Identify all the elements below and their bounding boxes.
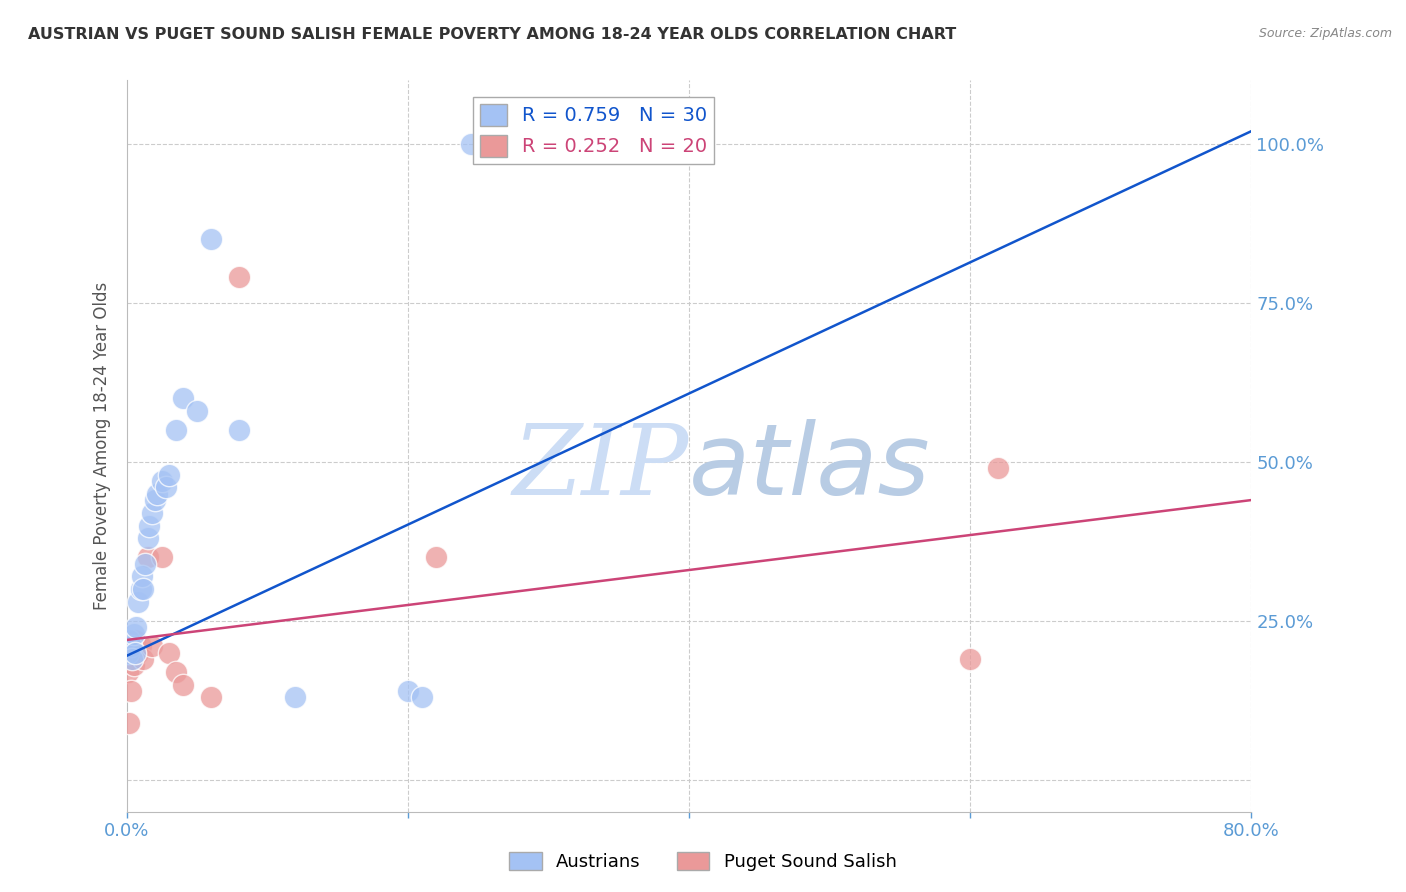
Point: [120, 684, 142, 698]
Text: AUSTRIAN VS PUGET SOUND SALISH FEMALE POVERTY AMONG 18-24 YEAR OLDS CORRELATION : AUSTRIAN VS PUGET SOUND SALISH FEMALE PO…: [28, 27, 956, 42]
Point: [136, 531, 159, 545]
Point: [118, 715, 141, 730]
Point: [157, 646, 180, 660]
Point: [120, 640, 142, 654]
Point: [425, 550, 447, 565]
Point: [136, 550, 159, 565]
Point: [121, 646, 143, 660]
Point: [132, 582, 155, 596]
Point: [141, 640, 163, 654]
Point: [155, 480, 177, 494]
Point: [132, 652, 155, 666]
Point: [200, 232, 222, 246]
Point: [165, 665, 187, 679]
Point: [150, 474, 173, 488]
Point: [127, 646, 149, 660]
Point: [121, 652, 143, 666]
Point: [959, 652, 981, 666]
Point: [125, 620, 148, 634]
Point: [172, 392, 194, 406]
Point: [284, 690, 307, 705]
Point: [141, 506, 163, 520]
Text: atlas: atlas: [689, 419, 931, 516]
Point: [127, 595, 149, 609]
Point: [129, 640, 152, 654]
Point: [481, 136, 503, 151]
Point: [134, 557, 156, 571]
Text: Source: ZipAtlas.com: Source: ZipAtlas.com: [1258, 27, 1392, 40]
Point: [117, 665, 139, 679]
Point: [143, 493, 166, 508]
Point: [987, 461, 1010, 475]
Point: [124, 646, 146, 660]
Point: [460, 136, 482, 151]
Y-axis label: Female Poverty Among 18-24 Year Olds: Female Poverty Among 18-24 Year Olds: [93, 282, 111, 610]
Point: [131, 569, 153, 583]
Point: [228, 423, 250, 437]
Point: [122, 658, 145, 673]
Point: [129, 582, 152, 596]
Text: ZIP: ZIP: [513, 420, 689, 516]
Point: [157, 467, 180, 482]
Legend: Austrians, Puget Sound Salish: Austrians, Puget Sound Salish: [502, 845, 904, 879]
Point: [117, 646, 139, 660]
Point: [200, 690, 222, 705]
Point: [165, 423, 187, 437]
Legend: R = 0.759   N = 30, R = 0.252   N = 20: R = 0.759 N = 30, R = 0.252 N = 20: [472, 96, 714, 164]
Point: [396, 684, 419, 698]
Point: [122, 626, 145, 640]
Point: [172, 677, 194, 691]
Point: [146, 486, 169, 500]
Point: [138, 518, 160, 533]
Point: [186, 404, 208, 418]
Point: [124, 632, 146, 647]
Point: [118, 632, 141, 647]
Point: [228, 270, 250, 285]
Point: [150, 550, 173, 565]
Point: [411, 690, 433, 705]
